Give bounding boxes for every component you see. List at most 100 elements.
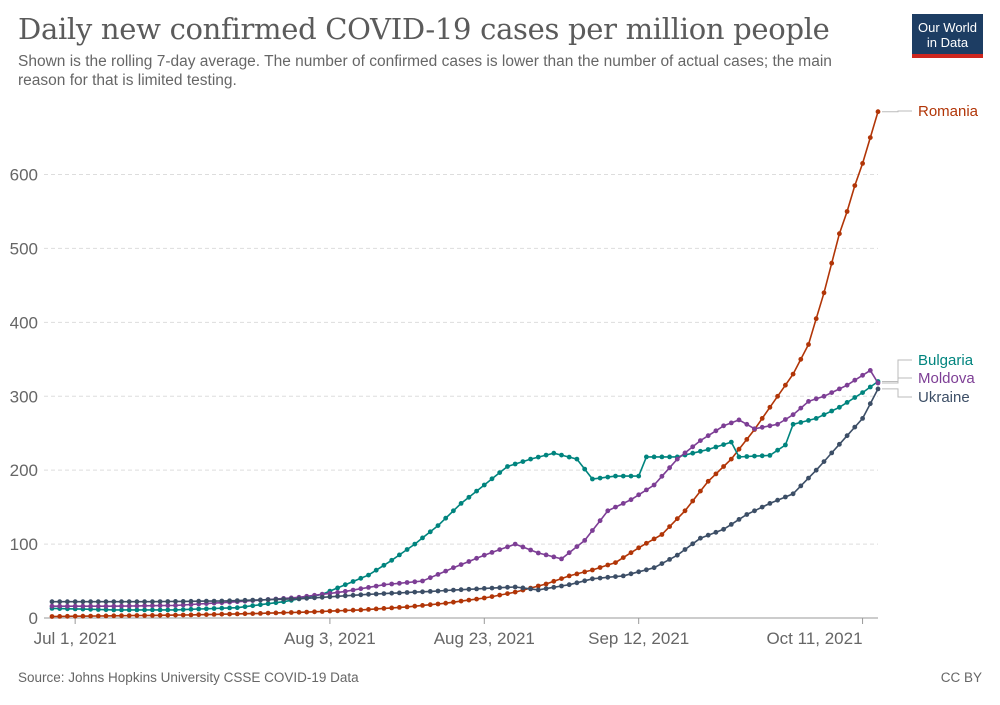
data-point[interactable] [373, 567, 379, 573]
data-point[interactable] [273, 600, 279, 606]
data-point[interactable] [744, 512, 750, 517]
data-point[interactable] [95, 613, 101, 619]
data-point[interactable] [173, 607, 178, 613]
data-point[interactable] [111, 603, 117, 609]
data-point[interactable] [397, 590, 402, 596]
data-point[interactable] [227, 605, 233, 611]
data-point[interactable] [713, 444, 719, 450]
data-point[interactable] [211, 598, 217, 604]
data-point[interactable] [721, 442, 726, 447]
data-point[interactable] [605, 574, 611, 580]
data-point[interactable] [559, 452, 564, 458]
data-point[interactable] [250, 597, 256, 603]
data-point[interactable] [597, 575, 603, 581]
data-point[interactable] [111, 607, 117, 613]
data-point[interactable] [590, 567, 595, 573]
data-point[interactable] [389, 557, 395, 563]
data-point[interactable] [304, 595, 310, 601]
data-point[interactable] [111, 599, 117, 605]
owid-logo[interactable]: Our World in Data [912, 14, 983, 58]
data-point[interactable] [188, 612, 194, 618]
data-point[interactable] [196, 598, 202, 604]
data-point[interactable] [250, 603, 256, 609]
data-point[interactable] [806, 399, 811, 404]
data-point[interactable] [88, 603, 93, 609]
data-point[interactable] [497, 585, 503, 591]
data-point[interactable] [505, 464, 510, 469]
data-point[interactable] [698, 448, 703, 454]
data-point[interactable] [674, 552, 680, 558]
data-point[interactable] [350, 592, 356, 598]
data-point[interactable] [381, 582, 387, 588]
data-point[interactable] [775, 447, 780, 453]
data-point[interactable] [705, 478, 711, 484]
data-point[interactable] [234, 605, 240, 611]
data-point[interactable] [180, 612, 186, 618]
data-point[interactable] [520, 544, 526, 550]
data-point[interactable] [659, 532, 665, 537]
series-label-romania[interactable]: Romania [918, 103, 979, 120]
data-point[interactable] [404, 547, 410, 552]
data-point[interactable] [551, 554, 557, 560]
data-point[interactable] [682, 547, 688, 552]
data-point[interactable] [111, 613, 117, 619]
data-point[interactable] [427, 529, 433, 535]
data-point[interactable] [597, 475, 603, 481]
series-line[interactable] [51, 380, 879, 611]
data-point[interactable] [273, 597, 279, 602]
data-point[interactable] [821, 290, 827, 296]
data-point[interactable] [736, 454, 742, 460]
data-point[interactable] [420, 603, 425, 608]
data-point[interactable] [88, 599, 93, 605]
data-point[interactable] [721, 464, 726, 469]
data-point[interactable] [821, 393, 827, 399]
data-point[interactable] [126, 599, 132, 605]
data-point[interactable] [806, 475, 811, 481]
data-point[interactable] [574, 456, 580, 462]
data-point[interactable] [119, 607, 124, 613]
data-point[interactable] [219, 598, 225, 604]
data-point[interactable] [142, 607, 148, 613]
data-point[interactable] [358, 586, 364, 592]
data-point[interactable] [342, 593, 348, 599]
data-point[interactable] [728, 456, 734, 462]
data-point[interactable] [443, 515, 449, 521]
data-point[interactable] [466, 559, 472, 564]
data-point[interactable] [659, 473, 665, 479]
data-point[interactable] [528, 547, 533, 553]
data-point[interactable] [397, 580, 402, 586]
data-point[interactable] [412, 579, 418, 585]
data-point[interactable] [389, 605, 395, 611]
data-point[interactable] [590, 476, 595, 482]
data-point[interactable] [358, 607, 364, 613]
data-point[interactable] [342, 589, 348, 594]
data-point[interactable] [119, 603, 124, 609]
data-point[interactable] [659, 561, 665, 566]
data-point[interactable] [636, 545, 642, 551]
series-line[interactable] [52, 369, 879, 607]
data-point[interactable] [651, 454, 657, 460]
data-point[interactable] [798, 483, 804, 489]
data-point[interactable] [551, 584, 557, 590]
data-point[interactable] [829, 450, 835, 456]
data-point[interactable] [95, 603, 101, 609]
data-point[interactable] [234, 611, 240, 617]
data-point[interactable] [435, 572, 441, 577]
data-point[interactable] [667, 454, 672, 460]
data-point[interactable] [481, 482, 487, 488]
data-point[interactable] [613, 504, 618, 510]
data-point[interactable] [790, 412, 796, 418]
data-point[interactable] [142, 599, 148, 605]
data-point[interactable] [427, 589, 433, 594]
data-point[interactable] [119, 599, 124, 605]
data-point[interactable] [574, 580, 580, 586]
data-point[interactable] [126, 603, 132, 609]
data-point[interactable] [451, 565, 456, 571]
data-point[interactable] [57, 603, 63, 609]
data-point[interactable] [466, 597, 472, 603]
data-point[interactable] [451, 508, 456, 514]
data-point[interactable] [489, 594, 495, 599]
data-point[interactable] [582, 466, 588, 472]
data-point[interactable] [180, 602, 186, 608]
data-point[interactable] [867, 368, 873, 373]
